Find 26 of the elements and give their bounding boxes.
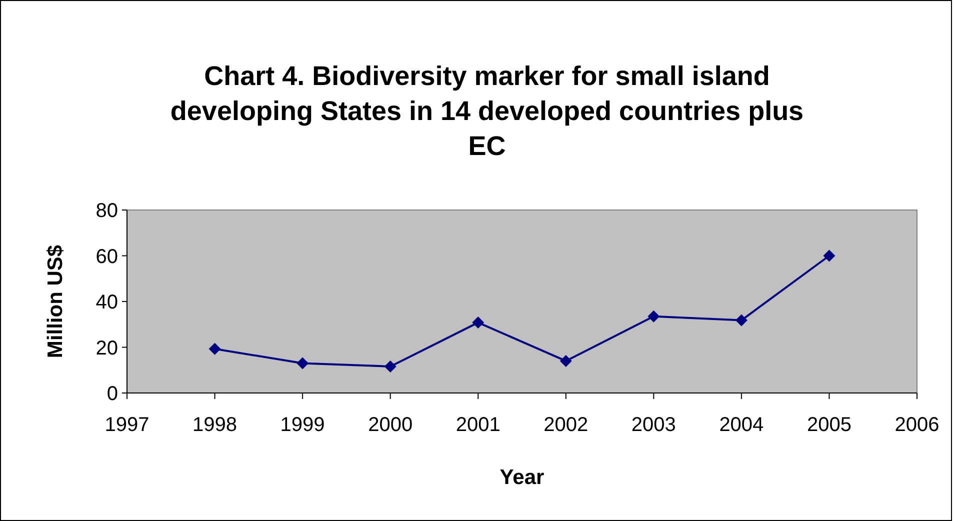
x-tick-label: 2001 xyxy=(456,414,500,436)
x-tick-label: 2000 xyxy=(368,414,413,436)
x-tick-label: 2006 xyxy=(894,414,940,436)
y-tick-label: 60 xyxy=(96,246,118,268)
point xyxy=(384,360,396,372)
x-tick-label: 2003 xyxy=(631,414,676,436)
x-tick-label: 2005 xyxy=(806,414,852,436)
y-tick-label: 20 xyxy=(96,337,118,360)
x-tick-label: 2002 xyxy=(544,414,588,436)
x-tick-label: 1997 xyxy=(104,414,150,436)
y-tick-label: 0 xyxy=(106,383,118,405)
y-tick-label: 40 xyxy=(96,292,118,314)
point xyxy=(208,342,221,355)
y-axis-title: Million US$ xyxy=(44,244,67,358)
point xyxy=(560,354,572,367)
point xyxy=(735,314,748,326)
x-tick-label: 1999 xyxy=(280,414,325,436)
point xyxy=(648,310,660,322)
point xyxy=(823,250,836,262)
x-axis-title: Year xyxy=(500,466,544,489)
point xyxy=(472,316,484,329)
chart-title: Chart 4. Biodiversity marker for small island developing States in 14 developed countries plus EC xyxy=(170,61,804,161)
x-tick-label: 2004 xyxy=(719,414,764,436)
x-tick-label: 1998 xyxy=(192,414,238,436)
point xyxy=(296,357,309,370)
y-tick-label: 80 xyxy=(96,200,118,222)
